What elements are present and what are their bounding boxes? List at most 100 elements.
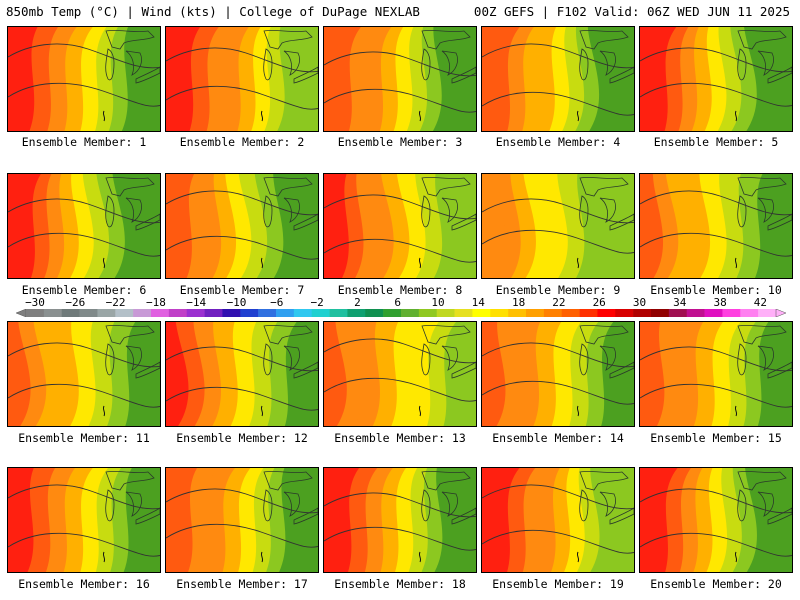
colorbar-segment — [722, 309, 741, 317]
great-lakes-outline — [421, 177, 476, 231]
height-contour — [166, 85, 318, 110]
temperature-map — [8, 174, 160, 278]
ensemble-panel — [7, 26, 161, 132]
height-contour — [324, 194, 476, 220]
colorbar-tick-label: −18 — [145, 296, 166, 309]
great-lakes-outline — [105, 30, 160, 84]
great-lakes-outline — [579, 471, 634, 525]
height-contour — [640, 532, 792, 557]
ensemble-panel — [481, 467, 635, 573]
height-contour — [166, 346, 318, 372]
temperature-map — [640, 468, 792, 572]
member-label: Ensemble Member: 19 — [492, 577, 624, 591]
height-contour — [8, 532, 160, 557]
temperature-map — [482, 174, 634, 278]
temperature-map — [324, 27, 476, 131]
colorbar-segment — [597, 309, 616, 317]
height-contour — [8, 342, 160, 368]
height-contour — [482, 529, 634, 554]
colorbar-segment — [740, 309, 759, 317]
great-lakes-outline — [737, 471, 792, 525]
ensemble-panel — [481, 26, 635, 132]
member-label: Ensemble Member: 14 — [492, 431, 624, 445]
colorbar-tick-label: 42 — [753, 296, 768, 309]
great-lakes-outline — [421, 471, 476, 525]
colorbar-segment — [543, 309, 563, 317]
colorbar-segment — [79, 309, 98, 317]
coastline-mark — [418, 257, 422, 269]
temperature-band — [284, 322, 318, 426]
great-lakes-outline — [737, 325, 792, 379]
coastline-mark — [260, 551, 264, 563]
colorbar — [16, 309, 786, 317]
colorbar-tick-label: −26 — [65, 296, 86, 309]
coastline-mark — [102, 405, 106, 417]
great-lakes-outline — [105, 471, 160, 525]
temperature-map — [8, 468, 160, 572]
coastline-mark — [734, 257, 738, 269]
height-contour — [8, 43, 160, 69]
colorbar-segment — [240, 309, 259, 317]
colorbar-segment — [401, 309, 420, 317]
member-label: Ensemble Member: 20 — [650, 577, 782, 591]
temperature-map — [324, 322, 476, 426]
member-label: Ensemble Member: 1 — [21, 135, 147, 149]
colorbar-tick-label: 6 — [394, 296, 401, 309]
ensemble-panel — [165, 467, 319, 573]
height-contour — [640, 82, 792, 107]
colorbar-segment — [133, 309, 152, 317]
colorbar-tick-label: 34 — [673, 296, 687, 309]
colorbar-segment — [329, 309, 348, 317]
member-label: Ensemble Member: 13 — [334, 431, 466, 445]
great-lakes-outline — [421, 30, 476, 84]
coastline-mark — [576, 257, 580, 269]
colorbar-segment — [668, 309, 688, 317]
height-contour — [8, 198, 160, 224]
colorbar-segment — [526, 309, 545, 317]
height-contour — [166, 190, 318, 216]
colorbar-tick-label: 22 — [552, 296, 566, 309]
ensemble-panel — [481, 321, 635, 427]
great-lakes-outline — [263, 325, 318, 379]
member-label: Ensemble Member: 6 — [21, 283, 147, 297]
colorbar-tick-label: −22 — [105, 296, 126, 309]
coastline-mark — [102, 551, 106, 563]
colorbar-segment — [115, 309, 134, 317]
height-contour — [640, 488, 792, 514]
height-contour — [324, 492, 476, 518]
coastline-mark — [102, 257, 106, 269]
ensemble-panel — [323, 26, 477, 132]
temperature-band — [121, 27, 160, 131]
colorbar-segment — [758, 309, 777, 317]
height-contour — [166, 386, 318, 411]
height-contour — [640, 190, 792, 216]
temperature-band — [594, 174, 634, 278]
colorbar-segment — [151, 309, 170, 317]
colorbar-segment — [43, 309, 63, 317]
colorbar-segment — [258, 309, 277, 317]
colorbar-segment — [508, 309, 527, 317]
coastline-mark — [418, 405, 422, 417]
height-contour — [324, 377, 476, 402]
coastline-mark — [260, 110, 264, 122]
colorbar-segment — [276, 309, 295, 317]
ensemble-panel — [7, 173, 161, 279]
height-contour — [482, 380, 634, 405]
coastline-mark — [260, 405, 264, 417]
temperature-band — [443, 322, 476, 426]
temperature-map — [8, 27, 160, 131]
member-label: Ensemble Member: 10 — [650, 283, 782, 297]
ensemble-panel — [323, 173, 477, 279]
colorbar-segment — [490, 309, 509, 317]
colorbar-tick-label: −30 — [25, 296, 45, 309]
colorbar-max-arrow — [775, 309, 786, 317]
height-contour — [166, 488, 318, 514]
colorbar-segment — [633, 309, 652, 317]
ensemble-panel — [165, 26, 319, 132]
member-label: Ensemble Member: 3 — [337, 135, 463, 149]
colorbar-tick-label: 30 — [632, 296, 647, 309]
colorbar-tick-label: −2 — [310, 296, 324, 309]
height-contour — [324, 88, 476, 113]
temperature-band — [590, 468, 634, 572]
ensemble-panel — [323, 321, 477, 427]
